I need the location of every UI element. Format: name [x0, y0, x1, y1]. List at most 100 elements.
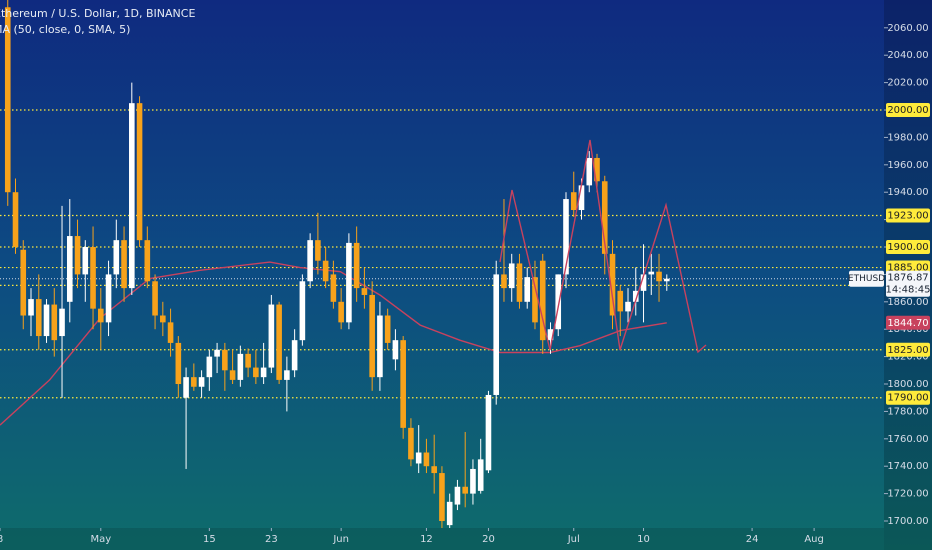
candle-body: [253, 367, 259, 378]
candle-body: [431, 466, 437, 474]
candle-body: [74, 236, 81, 275]
indicator-label: MA (50, close, 0, SMA, 5): [0, 23, 130, 36]
y-tick-label: 2020.00: [887, 78, 928, 89]
candle-body: [330, 274, 337, 302]
candle-body: [446, 501, 453, 526]
sma-line: [0, 261, 667, 426]
drawn-pattern: [499, 139, 707, 354]
candle-body: [563, 199, 569, 275]
y-tick-label: 1780.00: [887, 406, 928, 417]
candle-body: [198, 377, 205, 387]
candle-body: [51, 304, 58, 341]
level-label: 2000.00: [887, 105, 928, 116]
y-tick-label: 1980.00: [887, 132, 928, 143]
candle-body: [59, 308, 65, 337]
candle-body: [547, 329, 554, 341]
y-tick-label: 1700.00: [887, 516, 928, 527]
y-tick-label: 1800.00: [887, 379, 928, 390]
candle-body: [462, 486, 468, 494]
x-tick-label: 23: [265, 534, 278, 545]
y-tick-label: 1760.00: [887, 434, 928, 445]
candle-body: [346, 242, 352, 323]
candle-body: [632, 290, 639, 302]
sma-label: 1844.70: [887, 318, 928, 329]
candle-body: [307, 240, 313, 282]
candle-body: [501, 274, 507, 289]
y-tick-label: 1720.00: [887, 489, 928, 500]
sma-label-box: [886, 315, 930, 330]
candle-body: [315, 240, 321, 261]
candle-body: [167, 322, 174, 343]
candle-body: [617, 290, 624, 312]
candle-body: [454, 486, 461, 505]
x-tick-label: May: [90, 534, 111, 545]
candle-body: [392, 340, 399, 360]
candle-body: [268, 304, 275, 368]
candle-body: [299, 281, 306, 341]
candle-body: [12, 192, 19, 248]
chart-title: Ethereum / U.S. Dollar, 1D, BINANCE: [0, 7, 195, 20]
candle-body: [237, 353, 244, 380]
candle-body: [260, 367, 267, 378]
level-label-box: [886, 390, 930, 405]
countdown-label: 14:48:45: [886, 285, 931, 296]
y-tick-label: 1940.00: [887, 187, 928, 198]
candle-body: [353, 242, 360, 289]
candle-body: [136, 103, 143, 241]
candle-body: [66, 236, 73, 302]
x-tick-label: 8: [0, 534, 3, 545]
level-label-box: [886, 342, 930, 357]
candle-body: [609, 253, 616, 316]
x-tick-label: 12: [420, 534, 433, 545]
candle-body: [470, 468, 476, 494]
candle-body: [570, 192, 577, 211]
x-tick-label: Jul: [567, 534, 580, 545]
candle-body: [214, 349, 220, 357]
candle-body: [594, 157, 600, 182]
last-price-label: 1876.87: [887, 273, 928, 284]
candle-body: [640, 274, 647, 291]
time-axis: [0, 528, 884, 550]
level-label: 1923.00: [887, 211, 928, 222]
candle-body: [206, 356, 213, 378]
last-price-box: [886, 270, 930, 297]
candle-body: [20, 249, 27, 316]
candle-body: [229, 370, 236, 380]
level-label: 1790.00: [887, 393, 928, 404]
y-tick-label: 2040.00: [887, 50, 928, 61]
candle-body: [291, 340, 298, 371]
candle-body: [555, 274, 562, 330]
candle-body: [152, 281, 158, 316]
candle-body: [524, 277, 531, 302]
candle-body: [625, 301, 631, 312]
candle-body: [191, 377, 197, 387]
y-tick-label: 2060.00: [887, 23, 928, 34]
candle-body: [656, 271, 662, 282]
plot-area: [0, 0, 884, 528]
candle-body: [648, 271, 655, 275]
candle-body: [415, 452, 422, 464]
candle-body: [586, 157, 593, 186]
candle-body: [97, 308, 104, 323]
candle-body: [276, 304, 282, 380]
axes: 1700.00 1720.00 1740.00 1760.00 1780.00 1800.…: [0, 23, 930, 545]
candle-body: [601, 181, 608, 254]
level-label: 1825.00: [887, 345, 928, 356]
y-tick-label: 1820.00: [887, 352, 928, 363]
candle-body: [245, 353, 251, 368]
candle-body: [284, 370, 290, 380]
candle-body: [578, 185, 585, 211]
level-label-box: [886, 240, 930, 255]
candle-body: [384, 315, 391, 343]
candle-body: [160, 315, 166, 323]
x-tick-label: Aug: [804, 534, 824, 545]
candle-body: [439, 473, 445, 522]
candle-body: [663, 278, 670, 282]
symbol-label: ETHUSD: [848, 274, 885, 284]
candle-body: [222, 349, 228, 371]
y-tick-label: 1740.00: [887, 461, 928, 472]
level-label: 1900.00: [887, 242, 928, 253]
candle-body: [493, 274, 500, 395]
x-tick-label: 15: [203, 534, 216, 545]
